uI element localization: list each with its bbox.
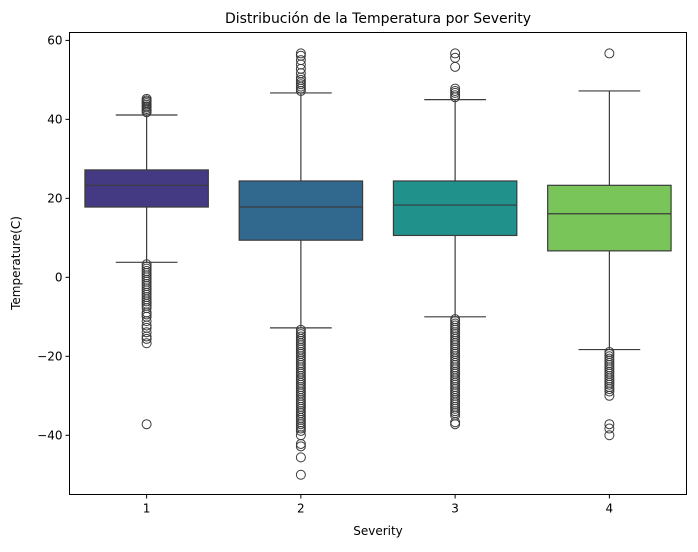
box-group-3 [392, 48, 518, 430]
outlier-point [295, 425, 306, 436]
outlier-point [604, 419, 615, 430]
outlier-point [604, 423, 615, 434]
outlier-point [450, 419, 461, 430]
outlier-point [450, 417, 461, 428]
outlier-point [295, 74, 306, 85]
outlier-point [295, 441, 306, 452]
y-tick-label: 20 [47, 191, 62, 205]
outlier-point [450, 61, 461, 72]
y-tick-label: 0 [55, 270, 63, 284]
outlier-point [450, 403, 461, 414]
outlier-point [141, 93, 152, 104]
y-axis: −40 −20 0 20 40 60 [37, 33, 70, 442]
y-tick-label: 40 [47, 112, 62, 126]
outlier-point [450, 85, 461, 96]
x-tick-label: 2 [297, 502, 305, 516]
outlier-point [450, 48, 461, 59]
box-group-1 [84, 93, 209, 430]
outlier-point [604, 48, 615, 59]
outlier-point [604, 386, 615, 397]
outlier-point [604, 379, 615, 390]
outlier-point [295, 55, 306, 66]
outlier-point [604, 390, 615, 401]
outlier-point [141, 320, 152, 331]
outlier-point [450, 83, 461, 94]
y-axis-label: Temperature(C) [9, 216, 23, 311]
outlier-point [450, 90, 461, 101]
outlier-point [141, 316, 152, 327]
iqr-box [392, 180, 518, 237]
outlier-point [141, 309, 152, 320]
iqr-box [238, 180, 364, 241]
outlier-point [141, 296, 152, 307]
x-axis-label: Severity [353, 524, 403, 538]
outlier-point [141, 419, 152, 430]
y-tick-label: −40 [37, 428, 62, 442]
outlier-point [295, 452, 306, 463]
outlier-point [295, 50, 306, 61]
outlier-point [295, 419, 306, 430]
iqr-box [84, 169, 209, 208]
outlier-point [141, 331, 152, 342]
outlier-point [295, 423, 306, 434]
x-tick-label: 4 [606, 502, 614, 516]
y-tick-label: −20 [37, 349, 62, 363]
box-group-4 [547, 48, 672, 441]
plot-area [84, 48, 672, 480]
outlier-point [295, 469, 306, 480]
x-tick-label: 3 [451, 502, 459, 516]
x-axis: 1 2 3 4 [143, 494, 614, 516]
x-tick-label: 1 [143, 502, 151, 516]
outlier-point [141, 338, 152, 349]
chart-title: Distribución de la Temperatura por Sever… [225, 11, 531, 27]
outlier-point [295, 48, 306, 59]
outlier-point [604, 430, 615, 441]
plot-frame [69, 32, 687, 495]
outlier-point [450, 52, 461, 63]
outlier-point [295, 438, 306, 449]
y-tick-label: 60 [47, 33, 62, 47]
outlier-point [604, 384, 615, 395]
outlier-point [141, 333, 152, 344]
outlier-point [141, 327, 152, 338]
box-group-2 [238, 48, 364, 480]
iqr-box [547, 184, 672, 252]
